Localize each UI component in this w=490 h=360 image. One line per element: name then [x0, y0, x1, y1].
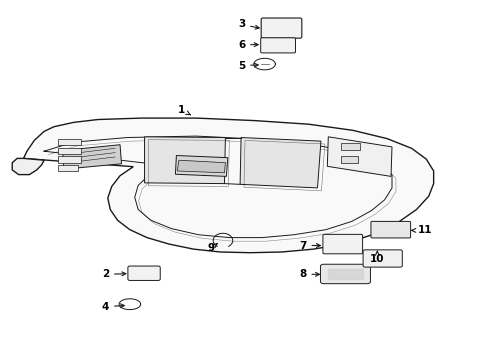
Polygon shape: [145, 137, 225, 184]
Polygon shape: [177, 160, 225, 173]
Text: 8: 8: [299, 269, 319, 279]
FancyBboxPatch shape: [261, 38, 295, 53]
Bar: [341, 143, 360, 150]
Text: 7: 7: [299, 240, 320, 251]
FancyBboxPatch shape: [323, 234, 363, 254]
Text: 2: 2: [102, 269, 126, 279]
Bar: [58, 156, 81, 163]
FancyBboxPatch shape: [371, 221, 411, 238]
FancyBboxPatch shape: [363, 250, 402, 267]
Polygon shape: [175, 156, 228, 176]
Text: 6: 6: [238, 40, 258, 50]
FancyBboxPatch shape: [261, 18, 302, 38]
Text: 5: 5: [238, 60, 258, 71]
Text: 10: 10: [370, 251, 385, 264]
Polygon shape: [24, 118, 434, 253]
Text: 9: 9: [207, 243, 217, 253]
Polygon shape: [12, 158, 44, 175]
Text: 1: 1: [178, 105, 190, 115]
Text: 4: 4: [101, 302, 124, 312]
Text: 3: 3: [238, 19, 259, 30]
Bar: [58, 165, 78, 171]
FancyBboxPatch shape: [128, 266, 160, 280]
FancyBboxPatch shape: [320, 264, 370, 284]
Text: 11: 11: [412, 225, 433, 235]
Bar: [58, 139, 81, 145]
Polygon shape: [240, 138, 321, 188]
Polygon shape: [63, 145, 122, 169]
Bar: [58, 148, 81, 154]
Bar: [341, 156, 358, 163]
Polygon shape: [327, 137, 392, 176]
